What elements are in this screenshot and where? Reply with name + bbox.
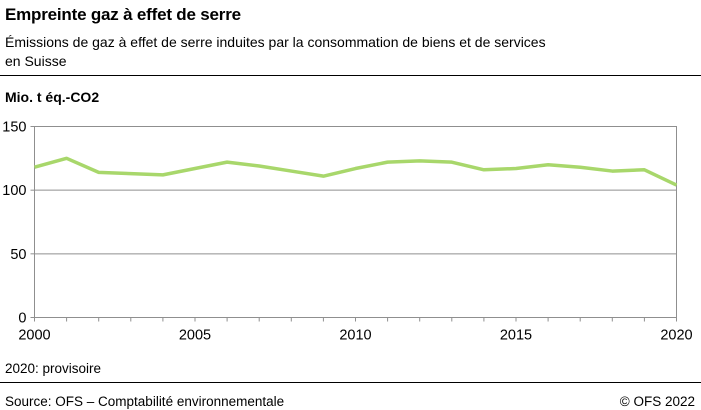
- y-axis-tick-label: 100: [2, 183, 26, 199]
- chart-subtitle-line2: en Suisse: [5, 53, 67, 69]
- source-text: Source: OFS – Comptabilité environnement…: [5, 394, 285, 409]
- x-axis-tick-label: 2000: [18, 328, 50, 344]
- chart-subtitle: Émissions de gaz à effet de serre induit…: [5, 33, 546, 71]
- header-divider: [0, 75, 701, 76]
- y-axis-tick-label: 150: [2, 120, 26, 136]
- x-axis-tick-label: 2020: [660, 328, 692, 344]
- y-axis-unit-label: Mio. t éq.-CO2: [5, 89, 100, 105]
- footer-divider: [0, 382, 701, 383]
- y-axis-tick-label: 50: [10, 247, 26, 263]
- chart-title: Empreinte gaz à effet de serre: [5, 5, 241, 24]
- x-axis-tick-label: 2005: [179, 328, 211, 344]
- y-axis-tick-label: 0: [18, 311, 26, 327]
- source-row: Source: OFS – Comptabilité environnement…: [5, 394, 695, 409]
- copyright-text: © OFS 2022: [619, 394, 695, 409]
- footnote: 2020: provisoire: [5, 361, 102, 376]
- x-axis-tick-label: 2010: [339, 328, 371, 344]
- x-axis-tick-label: 2015: [500, 328, 532, 344]
- emissions-line: [34, 156, 678, 187]
- chart-subtitle-line1: Émissions de gaz à effet de serre induit…: [5, 34, 546, 50]
- plot-border: [34, 126, 677, 318]
